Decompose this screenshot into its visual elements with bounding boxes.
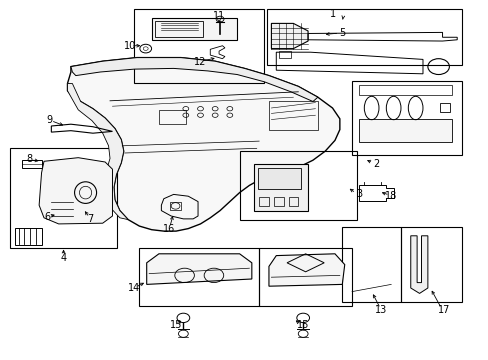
Bar — [139, 248, 259, 306]
Text: 16: 16 — [162, 224, 175, 234]
Polygon shape — [271, 23, 307, 49]
Text: 3: 3 — [356, 189, 362, 199]
Polygon shape — [67, 84, 128, 220]
Text: 11: 11 — [212, 11, 225, 21]
Bar — [268, 101, 317, 130]
Text: 15: 15 — [169, 320, 182, 330]
Text: 1: 1 — [329, 9, 335, 19]
Text: 12: 12 — [194, 57, 206, 67]
Text: 18: 18 — [384, 191, 397, 201]
Bar — [288, 197, 298, 206]
Bar — [351, 81, 461, 155]
Polygon shape — [268, 254, 344, 286]
Bar — [273, 197, 283, 206]
Text: 14: 14 — [128, 283, 141, 293]
Polygon shape — [67, 58, 339, 231]
Text: 8: 8 — [26, 154, 32, 164]
Bar — [258, 168, 300, 189]
Bar — [170, 202, 181, 210]
Bar — [239, 151, 356, 220]
Text: 10: 10 — [123, 41, 136, 51]
Polygon shape — [146, 254, 251, 284]
Bar — [278, 51, 290, 58]
Bar — [259, 248, 351, 306]
Bar — [259, 197, 268, 206]
Bar — [134, 9, 264, 83]
Bar — [400, 227, 461, 302]
Polygon shape — [71, 58, 317, 102]
Bar — [359, 85, 451, 95]
Bar — [159, 110, 185, 124]
Text: 7: 7 — [87, 213, 93, 224]
Text: 15: 15 — [296, 320, 309, 330]
Polygon shape — [410, 236, 427, 293]
Text: 17: 17 — [437, 305, 449, 315]
Bar — [439, 103, 449, 112]
Text: 13: 13 — [374, 305, 387, 315]
Text: 6: 6 — [45, 212, 51, 222]
Bar — [359, 119, 451, 142]
Bar — [10, 148, 117, 248]
Text: 9: 9 — [47, 115, 53, 125]
Polygon shape — [151, 18, 237, 40]
Bar — [254, 164, 307, 211]
Bar — [342, 227, 400, 302]
Text: 2: 2 — [373, 159, 379, 169]
Polygon shape — [39, 158, 112, 224]
Bar — [266, 9, 461, 65]
Text: 4: 4 — [61, 253, 66, 263]
Text: 5: 5 — [339, 28, 345, 38]
